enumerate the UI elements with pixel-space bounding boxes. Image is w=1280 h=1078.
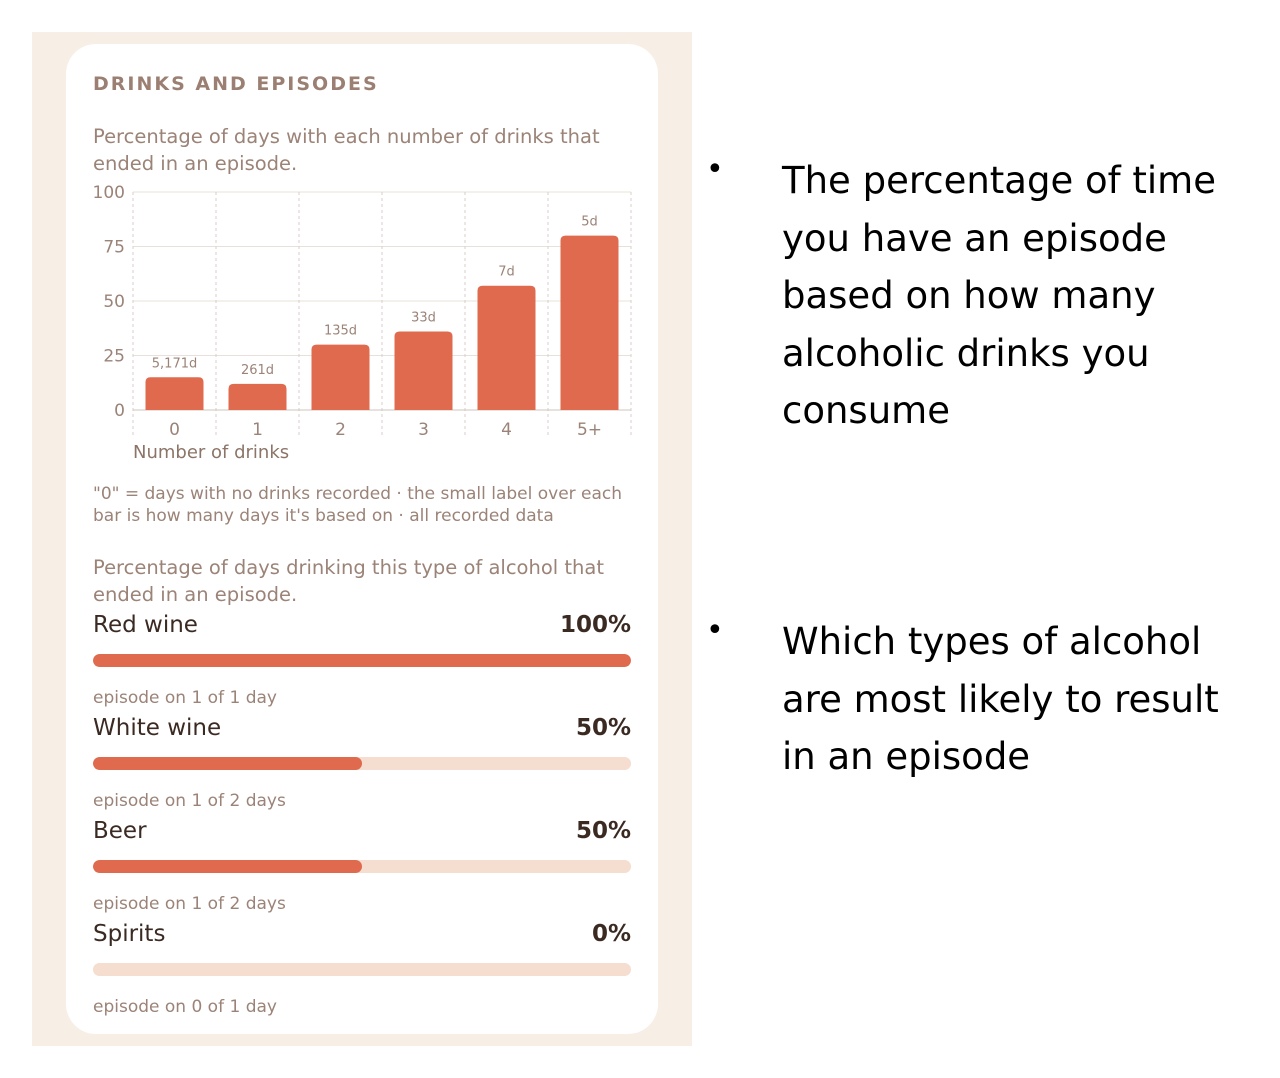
chart-labels: 0 25 50 75 100 5,171d 0 261d 1 135d 2 33d 3 7d 4 5d 5+ bbox=[93, 183, 602, 440]
type-percent: 0% bbox=[591, 921, 631, 947]
type-detail: episode on 0 of 1 day bbox=[93, 997, 277, 1017]
progress-track bbox=[93, 963, 631, 976]
chart-bar bbox=[311, 344, 370, 410]
types-subtitle: Percentage of days drinking this type of… bbox=[93, 556, 604, 606]
y-tick-label: 100 bbox=[93, 183, 125, 203]
x-tick-label: 5+ bbox=[577, 420, 602, 440]
progress-fill bbox=[93, 654, 631, 667]
bullet-text: Which types of alcohol are most likely t… bbox=[782, 620, 1219, 778]
app-screenshot: DRINKS AND EPISODES Percentage of days w… bbox=[32, 32, 692, 1046]
chart-bar bbox=[560, 235, 619, 410]
x-tick-label: 0 bbox=[169, 420, 180, 440]
type-name: Beer bbox=[93, 818, 147, 844]
progress-track bbox=[93, 654, 631, 667]
chart-subtitle: Percentage of days with each number of d… bbox=[93, 125, 600, 175]
bar-count-label: 33d bbox=[411, 311, 436, 326]
bar-count-label: 261d bbox=[241, 363, 274, 378]
drinks-bar-chart: 0 25 50 75 100 5,171d 0 261d 1 135d 2 33d 3 7d 4 5d 5+ bbox=[93, 183, 632, 440]
y-tick-label: 25 bbox=[103, 347, 125, 367]
chart-grid bbox=[132, 191, 632, 438]
x-axis-label: Number of drinks bbox=[133, 442, 290, 463]
bullet-glyph: • bbox=[706, 613, 724, 648]
bullet-glyph: • bbox=[706, 152, 724, 187]
bar-count-label: 135d bbox=[324, 324, 357, 339]
alcohol-type-row: Spirits 0% episode on 0 of 1 day bbox=[93, 921, 631, 1024]
bar-count-label: 5,171d bbox=[152, 356, 197, 371]
type-detail: episode on 1 of 2 days bbox=[93, 791, 286, 811]
x-tick-label: 4 bbox=[501, 420, 512, 440]
alcohol-type-row: White wine 50% episode on 1 of 2 days bbox=[93, 715, 631, 818]
type-detail: episode on 1 of 1 day bbox=[93, 688, 277, 708]
alcohol-type-row: Red wine 100% episode on 1 of 1 day bbox=[93, 612, 631, 715]
type-percent: 100% bbox=[559, 612, 631, 638]
chart-bar bbox=[394, 331, 453, 410]
chart-footnote: "0" = days with no drinks recorded · the… bbox=[93, 484, 623, 526]
chart-bar bbox=[228, 383, 287, 410]
x-tick-label: 2 bbox=[335, 420, 346, 440]
progress-track bbox=[93, 860, 631, 873]
type-name: Spirits bbox=[93, 921, 166, 947]
alcohol-type-list: Red wine 100% episode on 1 of 1 day Whit… bbox=[93, 612, 631, 1024]
chart-bar bbox=[477, 285, 536, 410]
bullet-text: The percentage of time you have an episo… bbox=[782, 159, 1216, 432]
progress-track bbox=[93, 757, 631, 770]
type-name: White wine bbox=[93, 715, 222, 741]
progress-fill bbox=[93, 860, 362, 873]
x-tick-label: 1 bbox=[252, 420, 263, 440]
x-tick-label: 3 bbox=[418, 420, 429, 440]
type-percent: 50% bbox=[575, 715, 631, 741]
bar-count-label: 5d bbox=[581, 215, 598, 230]
chart-bars bbox=[145, 235, 619, 410]
drinks-episodes-card: DRINKS AND EPISODES Percentage of days w… bbox=[66, 44, 658, 1034]
y-tick-label: 50 bbox=[103, 292, 125, 312]
card-title: DRINKS AND EPISODES bbox=[93, 73, 379, 95]
type-percent: 50% bbox=[575, 818, 631, 844]
y-tick-label: 0 bbox=[114, 401, 125, 421]
bar-count-label: 7d bbox=[498, 265, 515, 280]
type-detail: episode on 1 of 2 days bbox=[93, 894, 286, 914]
chart-bar bbox=[145, 377, 204, 410]
type-name: Red wine bbox=[93, 612, 198, 638]
progress-fill bbox=[93, 757, 362, 770]
alcohol-type-row: Beer 50% episode on 1 of 2 days bbox=[93, 818, 631, 921]
y-tick-label: 75 bbox=[103, 238, 125, 258]
